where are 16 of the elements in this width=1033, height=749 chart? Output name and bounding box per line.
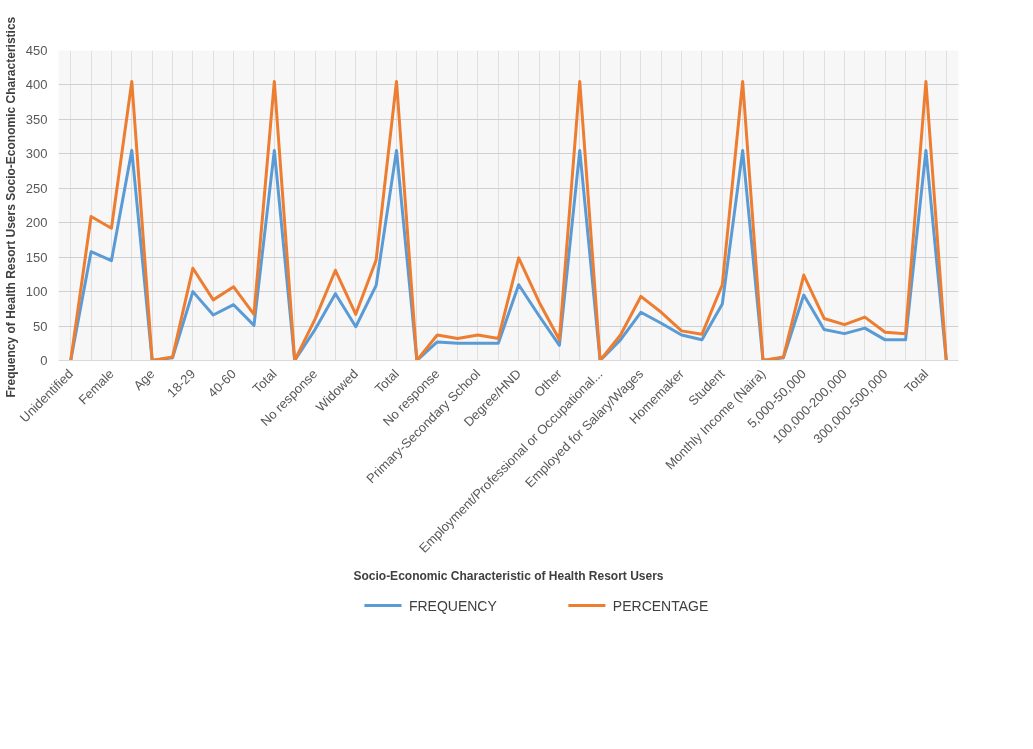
y-tick-label: 100	[25, 284, 48, 300]
x-tick-label: Age	[130, 366, 158, 394]
y-tick-label: 250	[25, 180, 48, 196]
legend-label: FREQUENCY	[408, 597, 498, 614]
y-tick-label: 150	[25, 249, 48, 265]
y-tick-label: 0	[40, 353, 48, 368]
y-tick-label: 50	[33, 318, 48, 334]
line-series	[69, 80, 948, 361]
y-tick-label: 200	[25, 215, 48, 231]
y-tick-label: 350	[25, 111, 48, 127]
x-axis-title: Socio-Economic Characteristic of Health Resort Users	[353, 568, 664, 583]
y-tick-label: 400	[25, 77, 48, 93]
y-tick-label: 450	[25, 43, 48, 58]
y-axis-title: Frequency of Health Resort Users Socio-Economic Characteristics	[3, 16, 18, 398]
legend-label: PERCENTAGE	[612, 597, 709, 614]
y-tick-label: 300	[25, 146, 48, 162]
